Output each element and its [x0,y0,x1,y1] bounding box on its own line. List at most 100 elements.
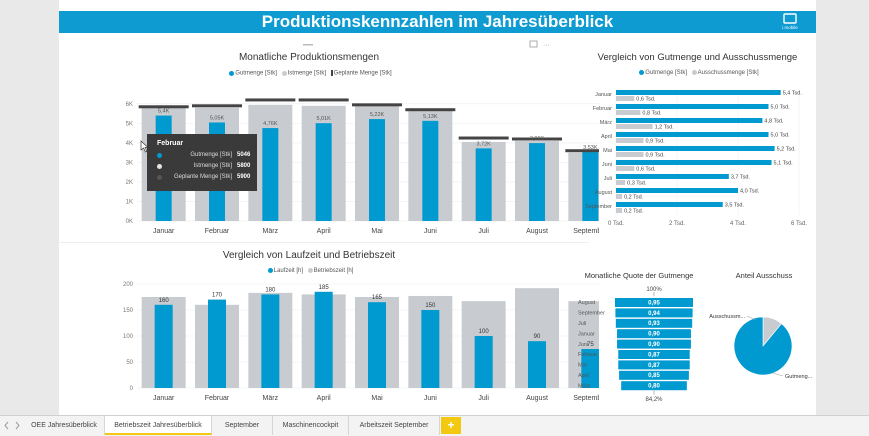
x-tick-label: Juni [424,395,437,402]
report-canvas: Produktionskennzahlen im Jahresüberblick… [59,0,816,415]
category-label: Februar [578,352,597,358]
category-label: März [578,383,590,389]
leader-line [772,372,784,377]
x-tick-label: September [573,395,599,402]
data-label: 170 [212,293,223,299]
report-header: Produktionskennzahlen im Jahresüberblick… [59,11,816,33]
data-label: 5,2 Tsd. [777,147,797,153]
pie-label: Ausschussm... [709,314,745,320]
funnel-bar [618,360,690,370]
x-tick-label: 2 Tsd. [669,221,685,227]
y-tick-label: 200 [123,282,134,288]
y-tick-label: 5K [126,121,133,127]
geplante-menge-marker [245,98,296,102]
x-tick-label: Mai [371,395,383,402]
scrap-pie-chart[interactable]: Ausschussm... Gutmeng... [59,0,816,415]
y-tick-label: 2K [126,180,133,186]
leader-line [746,315,757,321]
data-label: 0,93 [648,321,660,327]
category-label: August [578,300,596,306]
data-label: 0,90 [648,332,660,338]
y-tick-label: 0 [130,386,134,392]
data-label: 75 [587,342,594,348]
tab-betriebszeit-jahresueberblick[interactable]: Betriebszeit Jahresüberblick [105,416,212,435]
focus-mode-icon [529,40,538,48]
cursor-icon [140,140,149,153]
tab-scroll-arrows[interactable] [4,421,22,430]
data-label: 1,2 Tsd. [655,125,675,131]
funnel-bottom-label: 84,2% [645,397,663,403]
funnel-bar [619,370,689,380]
gutmenge-bar [616,132,769,137]
y-tick-label: 100 [123,334,134,340]
drag-handle-icon [303,44,313,46]
x-tick-label: Januar [153,228,175,235]
x-tick-label: Februar [205,228,230,235]
y-tick-label: August [595,190,613,196]
x-tick-label: April [317,228,331,235]
data-label: 5,0 Tsd. [771,105,791,111]
gutmenge-bar [369,119,385,221]
pie-label: Gutmeng... [785,374,813,380]
gutmenge-bar [616,188,738,193]
ausschussmenge-bar [616,208,623,213]
quote-funnel-chart[interactable]: 100% 0,95 August 0,94 September 0,93 Juli 0,90 J… [59,0,816,415]
add-page-button[interactable]: + [441,417,461,434]
ausschussmenge-bar [616,96,635,101]
x-tick-label: Juli [478,228,489,235]
x-tick-label: 0 Tsd. [608,221,624,227]
y-tick-label: Juli [604,176,612,182]
y-tick-label: Mai [603,148,612,154]
ausschussmenge-bar [616,166,635,171]
data-label: 5,0 Tsd. [771,133,791,139]
tab-arbeitszeit-september[interactable]: Arbeitszeit September [349,416,440,435]
data-label: 5,1 Tsd. [774,161,794,167]
scrap-chart-title: Anteil Ausschuss [735,271,793,280]
gutmenge-bar [616,104,769,109]
data-label: 5,01K [316,116,331,122]
comparison-chart-title: Vergleich von Gutmenge und Ausschussmeng… [597,52,798,63]
geplante-menge-marker [405,108,456,112]
ausschussmenge-bar [616,194,623,199]
tab-maschinencockpit[interactable]: Maschinencockpit [273,416,349,435]
data-label: 0,9 Tsd. [645,153,665,159]
x-tick-label: März [263,395,279,402]
data-label: 0,8 Tsd. [642,111,662,117]
comparison-legend: Gutmenge [Stk] Ausschussmenge [Stk] [579,70,816,76]
gutmenge-bar [616,90,781,95]
page-tab-bar: OEE Jahresüberblick Betriebszeit Jahresü… [0,415,869,436]
data-label: 0,9 Tsd. [645,139,665,145]
data-label: 0,2 Tsd. [624,209,644,215]
gutmenge-bar [616,146,775,151]
funnel-bar [615,308,693,318]
gutmenge-bar [582,152,599,221]
legend-geplant: Geplante Menge [Stk] [333,70,392,77]
x-tick-label: August [526,228,548,235]
gutmenge-bar [529,143,545,221]
category-label: April [578,373,589,379]
runtime-chart[interactable]: 0 50 100 150 200 160 Januar 170 Februar 180 März 18… [59,0,599,415]
data-label: 0,80 [648,384,660,390]
geplante-menge-marker [298,98,349,102]
y-tick-label: Januar [595,92,612,98]
geplante-menge-marker [512,137,562,141]
laufzeit-bar [208,299,226,388]
y-tick-label: 150 [123,308,134,314]
comparison-chart[interactable]: 0 Tsd. 2 Tsd. 4 Tsd. 6 Tsd. Januar 5,4 Tsd. 0,… [59,0,816,245]
gutmenge-bar [475,148,492,221]
tab-september[interactable]: September [212,416,273,435]
x-tick-label: August [526,395,548,402]
tooltip-row-istmenge: Istmenge [Stk] 5800 [157,163,252,172]
legend-laufzeit: Laufzeit [h] [273,268,303,275]
tab-oee-jahresueberblick[interactable]: OEE Jahresüberblick [24,416,105,435]
y-tick-label: 6K [126,102,133,108]
quote-chart-title: Monatliche Quote der Gutmenge [584,271,694,280]
data-label: 3,5 Tsd. [725,203,745,209]
funnel-bar [618,350,690,359]
company-logo: i.mobile [782,13,798,30]
gutmenge-bar [422,120,439,221]
laufzeit-bar [368,302,386,388]
geplante-menge-marker [192,104,242,108]
x-tick-label: Juni [424,228,437,235]
visual-header-icons[interactable]: ··· [529,40,559,50]
